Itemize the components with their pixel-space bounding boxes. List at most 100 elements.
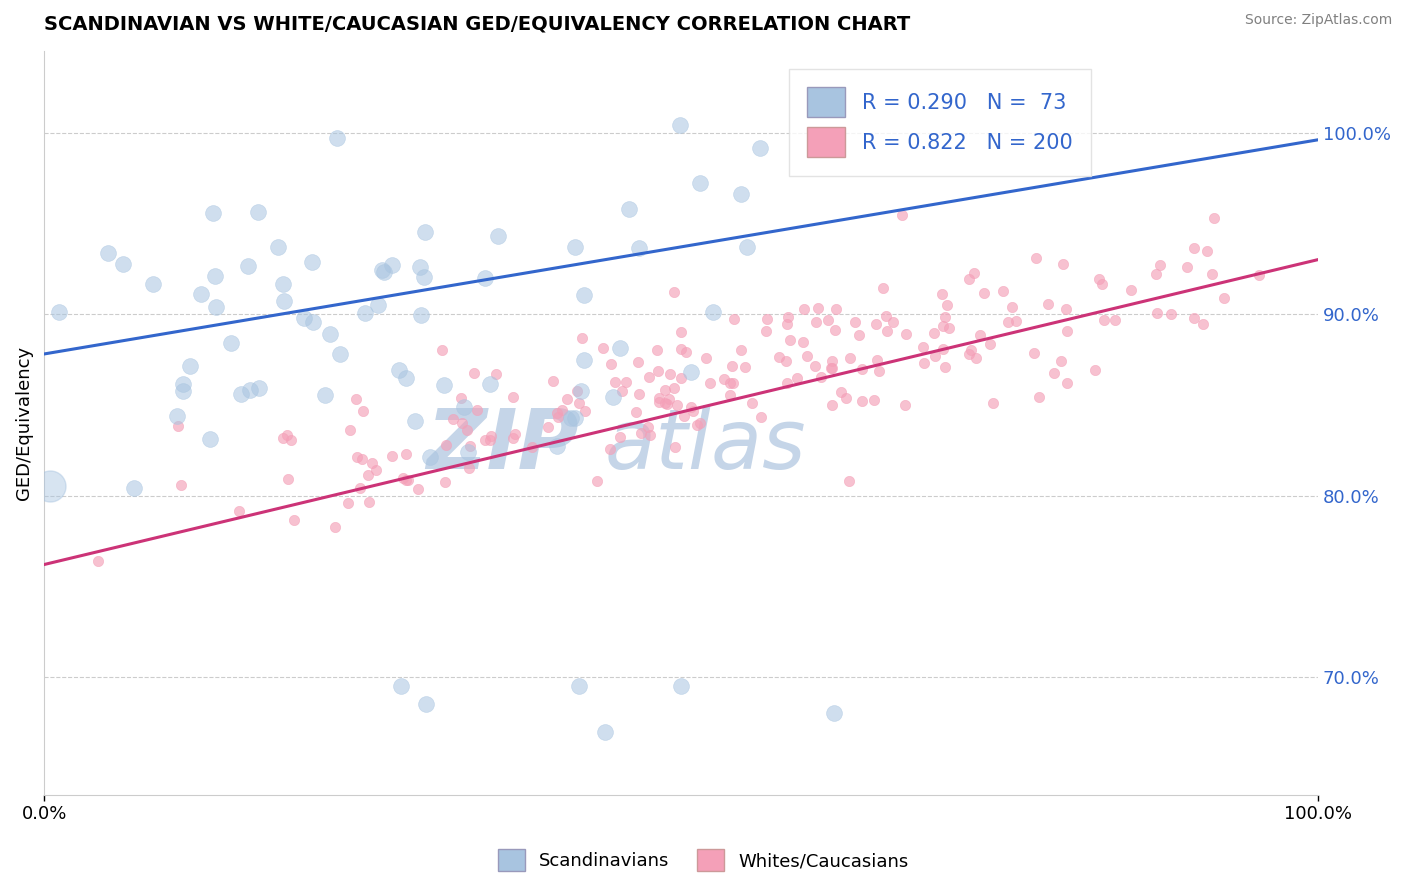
Point [695, 351, 717, 365]
Point [198, 432, 221, 446]
Point [666, 398, 689, 412]
Point [344, 392, 367, 406]
Legend: R = 0.290   N =  73, R = 0.822   N = 200: R = 0.290 N = 73, R = 0.822 N = 200 [789, 69, 1091, 176]
Point [882, 315, 904, 329]
Point [718, 388, 741, 402]
Point [326, 130, 349, 145]
Point [273, 294, 295, 309]
Point [689, 176, 711, 190]
Point [1201, 267, 1223, 281]
Point [963, 266, 986, 280]
Point [586, 474, 609, 488]
Point [395, 447, 418, 461]
Point [851, 393, 873, 408]
Point [637, 419, 659, 434]
Point [681, 365, 703, 379]
Point [1024, 346, 1046, 360]
Point [1090, 277, 1112, 292]
Point [851, 362, 873, 376]
Point [669, 343, 692, 357]
Point [560, 410, 582, 425]
Point [935, 298, 957, 312]
Point [730, 343, 752, 357]
Point [894, 327, 917, 342]
Point [912, 339, 935, 353]
Point [654, 383, 676, 397]
Point [614, 375, 637, 389]
Point [672, 409, 695, 423]
Point [1149, 258, 1171, 272]
Point [965, 351, 987, 365]
Point [406, 483, 429, 497]
Point [395, 370, 418, 384]
Point [776, 376, 799, 391]
Point [1175, 260, 1198, 274]
Point [172, 384, 194, 399]
Point [863, 393, 886, 408]
Point [734, 359, 756, 374]
Point [810, 370, 832, 384]
Point [190, 286, 212, 301]
Point [824, 323, 846, 337]
Point [912, 356, 935, 370]
Point [891, 209, 914, 223]
Point [669, 371, 692, 385]
Point [238, 259, 260, 273]
Point [730, 186, 752, 201]
Point [786, 371, 808, 385]
Point [675, 345, 697, 359]
Point [627, 355, 650, 369]
Point [371, 263, 394, 277]
Point [756, 311, 779, 326]
Point [434, 438, 457, 452]
Point [478, 377, 501, 392]
Point [662, 285, 685, 300]
Point [1182, 241, 1205, 255]
Point [239, 384, 262, 398]
Point [247, 205, 270, 219]
Point [617, 202, 640, 216]
Point [741, 395, 763, 409]
Point [823, 706, 845, 721]
Point [638, 427, 661, 442]
Point [669, 325, 692, 339]
Y-axis label: GED/Equivalency: GED/Equivalency [15, 346, 32, 500]
Point [502, 430, 524, 444]
Text: ZIP: ZIP [426, 405, 579, 486]
Point [360, 456, 382, 470]
Point [1052, 257, 1074, 271]
Point [551, 402, 574, 417]
Point [277, 472, 299, 486]
Point [541, 374, 564, 388]
Point [834, 392, 856, 406]
Point [276, 428, 298, 442]
Point [817, 313, 839, 327]
Point [458, 461, 481, 475]
Point [659, 368, 682, 382]
Point [373, 265, 395, 279]
Point [872, 281, 894, 295]
Point [474, 271, 496, 285]
Point [600, 357, 623, 371]
Point [419, 450, 441, 464]
Point [821, 398, 844, 412]
Point [779, 333, 801, 347]
Point [415, 698, 437, 712]
Point [922, 326, 945, 341]
Point [1084, 363, 1107, 377]
Point [1056, 376, 1078, 390]
Point [720, 359, 742, 374]
Point [537, 419, 560, 434]
Point [396, 473, 419, 487]
Point [166, 409, 188, 424]
Point [1056, 324, 1078, 338]
Point [349, 481, 371, 495]
Point [630, 425, 652, 440]
Point [354, 306, 377, 320]
Point [820, 360, 842, 375]
Point [453, 401, 475, 415]
Point [572, 353, 595, 368]
Point [647, 395, 669, 409]
Point [768, 351, 790, 365]
Point [568, 679, 591, 693]
